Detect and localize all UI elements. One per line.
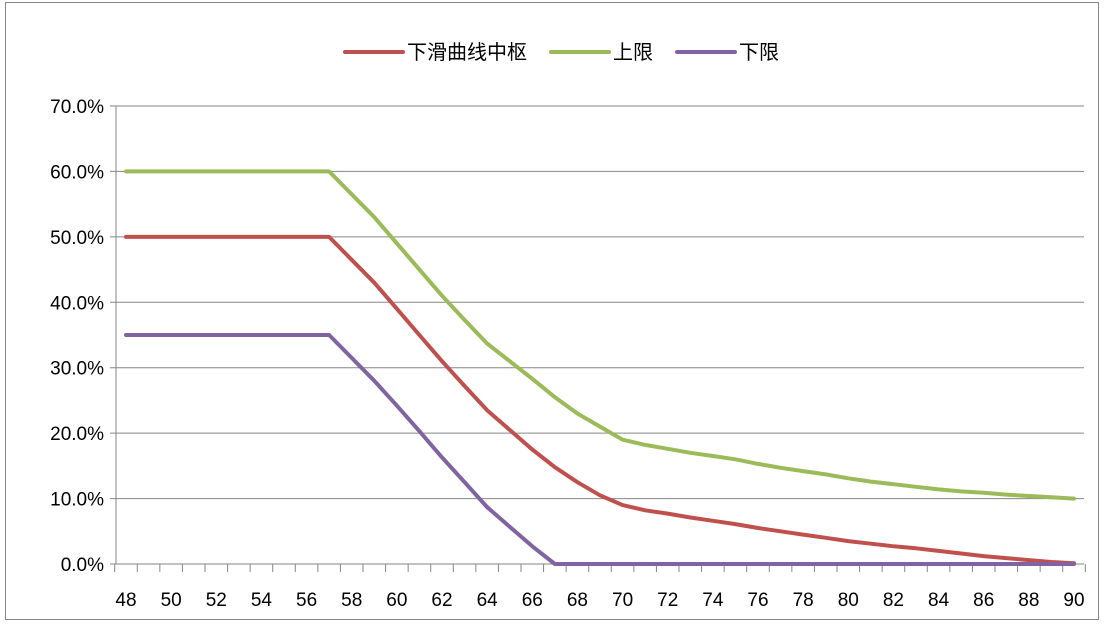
x-tick-label: 82 xyxy=(883,590,904,611)
x-tick-label: 72 xyxy=(657,590,678,611)
x-tick-label: 90 xyxy=(1063,590,1084,611)
axes: 0.0% 10.0% 20.0% 30.0% 40.0% 50.0% 60.0% 70.0% 4… xyxy=(50,97,1086,611)
x-tick-label: 66 xyxy=(522,590,543,611)
x-tick-label: 50 xyxy=(161,590,182,611)
x-tick-label: 58 xyxy=(341,590,362,611)
x-tick-label: 74 xyxy=(702,590,724,611)
y-tick-label: 70.0% xyxy=(50,97,104,118)
x-tick-label: 48 xyxy=(115,590,136,611)
y-tick-label: 40.0% xyxy=(50,293,104,314)
series-line-3 xyxy=(124,333,1076,566)
legend: 下滑曲线中枢 上限 下限 xyxy=(343,40,779,64)
x-tick-label: 64 xyxy=(477,590,499,611)
x-tick-label: 62 xyxy=(431,590,452,611)
x-tick-label: 70 xyxy=(612,590,633,611)
chart-area xyxy=(5,2,1099,620)
x-tick-label: 80 xyxy=(838,590,859,611)
y-tick-label: 10.0% xyxy=(50,490,104,511)
x-tick-label: 78 xyxy=(793,590,814,611)
x-tick-label: 84 xyxy=(928,590,950,611)
legend-label: 下滑曲线中枢 xyxy=(407,40,527,64)
y-tick-label: 0.0% xyxy=(61,555,104,576)
x-tick-label: 60 xyxy=(386,590,407,611)
y-tick-label: 20.0% xyxy=(50,424,104,445)
x-tick-label: 88 xyxy=(1018,590,1039,611)
legend-label: 上限 xyxy=(613,40,653,64)
x-tick-label: 68 xyxy=(567,590,588,611)
x-tick-label: 52 xyxy=(206,590,227,611)
y-tick-label: 60.0% xyxy=(50,162,104,183)
x-tick-label: 76 xyxy=(747,590,768,611)
legend-label: 下限 xyxy=(739,40,779,64)
series-line-1 xyxy=(124,234,1076,566)
x-tick-label: 86 xyxy=(973,590,994,611)
series-lines xyxy=(124,169,1076,566)
y-tick-label: 30.0% xyxy=(50,359,104,380)
x-tick-label: 56 xyxy=(296,590,317,611)
series-line-2 xyxy=(124,169,1076,501)
x-tick-label: 54 xyxy=(251,590,273,611)
y-tick-label: 50.0% xyxy=(50,228,104,249)
